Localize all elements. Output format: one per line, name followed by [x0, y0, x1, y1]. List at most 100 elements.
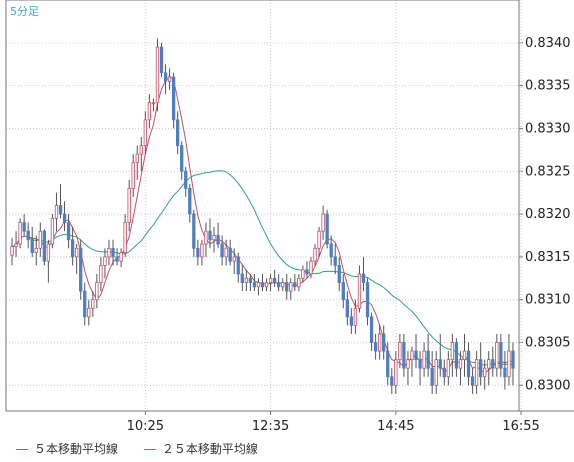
grid: [6, 0, 523, 415]
candle-body: [499, 342, 503, 369]
candle-body: [325, 213, 329, 245]
candle-body: [305, 269, 309, 275]
timeframe-label: 5分足: [10, 5, 39, 18]
candle-body: [511, 350, 515, 369]
candle-body: [479, 359, 483, 378]
candle-body: [22, 222, 26, 232]
candle-body: [123, 222, 127, 253]
candle-body: [430, 367, 434, 386]
candle-body: [54, 205, 59, 219]
candle-body: [373, 342, 378, 352]
x-tick-label: 16:55: [502, 419, 539, 434]
y-tick-label: 0.8315: [525, 250, 571, 265]
candle-body: [503, 367, 507, 378]
candle-body: [131, 162, 135, 189]
x-axis-labels: 10:25 12:35 14:45 16:55: [127, 419, 540, 434]
candle-body: [139, 145, 143, 155]
y-tick-label: 0.8330: [525, 121, 571, 136]
candle-body: [394, 359, 398, 386]
ma25-line: [11, 170, 514, 366]
candle-body: [200, 243, 204, 258]
y-tick-label: 0.8320: [525, 207, 571, 222]
candle-body: [34, 247, 38, 253]
candle-body: [281, 282, 285, 288]
candle-body: [507, 350, 511, 378]
candles: [10, 38, 515, 394]
candle-body: [232, 256, 236, 262]
candle-body: [58, 205, 63, 215]
candle-body: [345, 299, 349, 318]
candle-body: [119, 252, 123, 262]
candle-body: [277, 282, 281, 288]
candle-body: [454, 342, 459, 369]
candle-body: [414, 350, 418, 361]
candle-body: [220, 243, 224, 258]
candle-body: [167, 76, 172, 82]
candle-body: [321, 213, 325, 232]
candle-body: [365, 282, 370, 318]
candle-body: [143, 119, 147, 146]
candle-body: [450, 342, 455, 361]
candle-body: [83, 290, 87, 318]
candle-body: [208, 230, 212, 241]
candle-body: [495, 342, 499, 369]
candle-body: [361, 273, 366, 283]
legend-item-ma5: ５本移動平均線: [16, 442, 118, 456]
candle-body: [147, 102, 152, 121]
y-tick-label: 0.8340: [525, 36, 571, 51]
candle-body: [293, 282, 297, 288]
candle-body: [151, 102, 156, 105]
candle-body: [297, 277, 301, 288]
candle-body: [30, 239, 34, 253]
candle-body: [285, 282, 289, 292]
candle-body: [442, 367, 446, 378]
candle-body: [353, 307, 358, 326]
candle-body: [446, 359, 450, 378]
x-tick-label: 10:25: [127, 419, 164, 434]
candle-body: [18, 222, 22, 245]
candle-body: [66, 222, 71, 241]
ma25-swatch: [143, 449, 156, 450]
plot-area: [6, 0, 519, 411]
candle-body: [491, 359, 495, 369]
legend-label-ma25: ２５本移動平均線: [161, 442, 258, 456]
x-tick-label: 14:45: [377, 419, 414, 434]
candle-body: [224, 247, 228, 258]
candle-body: [438, 359, 442, 369]
candle-body: [333, 256, 337, 266]
candle-body: [159, 46, 164, 74]
candle-body: [38, 230, 42, 249]
ma25-path: [11, 170, 514, 366]
candle-body: [382, 333, 386, 352]
candle-body: [256, 282, 261, 288]
candle-body: [474, 359, 479, 386]
candle-body: [50, 217, 55, 245]
candle-body: [289, 282, 293, 292]
candle-body: [426, 350, 430, 369]
candle-body: [75, 247, 79, 258]
candle-body: [10, 246, 14, 256]
candle-body: [410, 350, 414, 361]
candle-body: [228, 247, 232, 262]
candle-body: [46, 243, 51, 262]
candle-body: [79, 247, 83, 292]
candle-body: [188, 187, 192, 215]
candle-body: [483, 367, 487, 378]
candle-body: [462, 350, 467, 361]
y-tick-label: 0.8325: [525, 164, 571, 179]
legend-item-ma25: ２５本移動平均線: [143, 442, 258, 456]
candle-body: [418, 359, 422, 369]
candle-body: [192, 213, 196, 249]
candle-body: [107, 247, 111, 258]
candle-body: [155, 46, 160, 104]
legend: ５本移動平均線 ２５本移動平均線: [16, 440, 280, 457]
candle-body: [386, 350, 390, 378]
candle-body: [42, 230, 46, 262]
candle-body: [212, 235, 216, 241]
candle-body: [378, 333, 382, 352]
candle-body: [329, 243, 333, 258]
candle-body: [390, 376, 394, 386]
candle-body: [216, 235, 220, 245]
candle-body: [398, 342, 402, 361]
